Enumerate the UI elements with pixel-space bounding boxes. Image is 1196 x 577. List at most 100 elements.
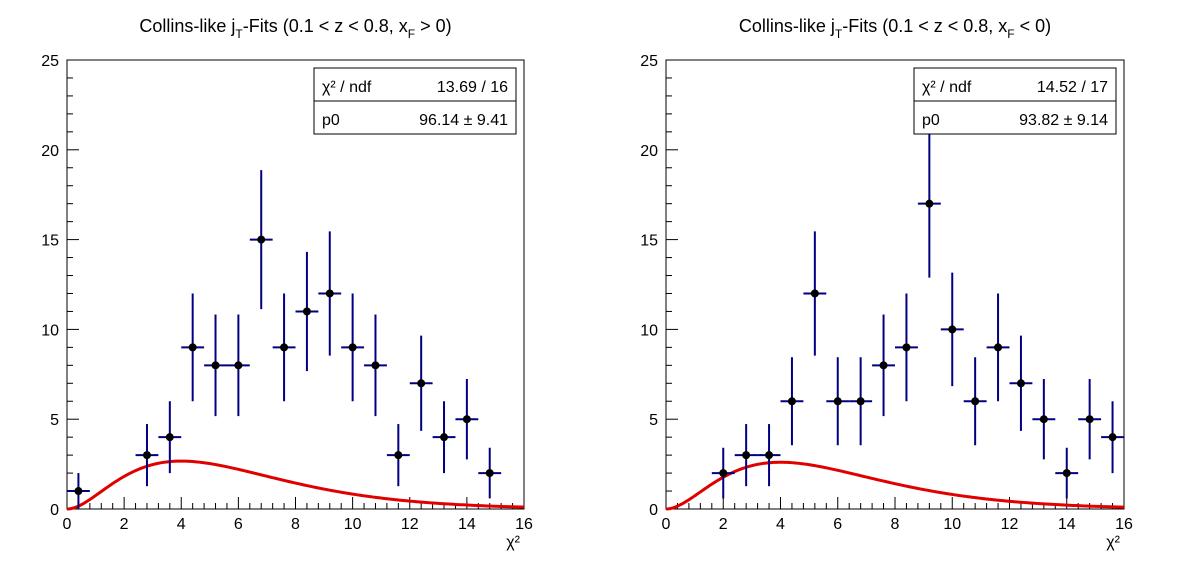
data-point — [295, 251, 319, 372]
data-point — [455, 378, 479, 460]
chart-title: Collins-like jT-Fits (0.1 < z < 0.8, xF … — [139, 16, 451, 41]
data-marker — [325, 289, 334, 298]
stats-chi2-label: χ² / ndf — [922, 79, 972, 96]
y-tick-label: 5 — [649, 412, 658, 429]
y-tick-label: 20 — [640, 143, 658, 160]
y-tick-label: 20 — [41, 143, 59, 160]
data-point — [67, 473, 90, 509]
data-marker — [188, 343, 197, 352]
data-marker — [485, 469, 494, 478]
data-marker — [165, 433, 174, 442]
x-tick-label: 2 — [719, 516, 728, 533]
data-marker — [257, 235, 266, 244]
data-marker — [742, 451, 751, 460]
data-point — [917, 129, 941, 278]
fit-curve — [665, 460, 1125, 511]
y-tick-label: 25 — [640, 53, 658, 70]
chart-title: Collins-like jT-Fits (0.1 < z < 0.8, xF … — [739, 16, 1051, 41]
stats-box: χ² / ndf 13.69 / 16 p0 96.14 ± 9.41 — [313, 67, 517, 135]
data-marker — [74, 487, 83, 496]
stats-p0-value: 96.14 ± 9.41 — [419, 112, 508, 129]
stats-chi2-label: χ² / ndf — [322, 79, 372, 96]
data-point — [1078, 378, 1102, 460]
fit-curve — [66, 459, 525, 511]
stats-box: χ² / ndf 14.52 / 17 p0 93.82 ± 9.14 — [913, 67, 1117, 135]
data-marker — [417, 379, 426, 388]
x-tick-label: 4 — [776, 516, 785, 533]
x-tick-label: 14 — [1058, 516, 1076, 533]
data-point — [318, 231, 342, 356]
data-marker — [787, 397, 796, 406]
x-tick-label: 6 — [833, 516, 842, 533]
y-tick-label: 10 — [640, 322, 658, 339]
x-tick-label: 12 — [1001, 516, 1019, 533]
data-marker — [1039, 415, 1048, 424]
x-tick-label: 10 — [344, 516, 362, 533]
data-point — [386, 424, 410, 487]
chart-panel-1: Collins-like jT-Fits (0.1 < z < 0.8, xF … — [41, 16, 533, 551]
data-point — [1032, 378, 1056, 460]
data-marker — [810, 289, 819, 298]
x-tick-label: 0 — [662, 516, 671, 533]
data-marker — [1062, 469, 1071, 478]
data-point — [803, 231, 827, 356]
data-point — [1009, 335, 1033, 431]
data-point — [895, 293, 918, 402]
data-point — [204, 314, 227, 417]
data-marker — [348, 343, 357, 352]
data-marker — [879, 361, 888, 370]
data-point — [478, 447, 502, 499]
x-tick-label: 0 — [63, 516, 72, 533]
y-tick-label: 15 — [640, 233, 658, 250]
y-tick-label: 0 — [649, 502, 658, 519]
data-marker — [1108, 433, 1117, 442]
data-point — [364, 314, 387, 417]
data-marker — [833, 397, 842, 406]
x-tick-label: 6 — [234, 516, 243, 533]
data-point — [1101, 401, 1124, 474]
data-marker — [371, 361, 380, 370]
stats-chi2-value: 13.69 / 16 — [437, 79, 508, 96]
y-tick-label: 5 — [50, 412, 59, 429]
data-point — [409, 335, 433, 431]
data-point — [181, 293, 205, 402]
x-tick-label: 16 — [1115, 516, 1133, 533]
y-tick-label: 15 — [41, 233, 59, 250]
x-tick-label: 8 — [291, 516, 300, 533]
data-point — [711, 447, 735, 499]
data-marker — [948, 325, 957, 334]
data-marker — [994, 343, 1003, 352]
x-axis-label: χ² — [1106, 534, 1120, 551]
x-tick-label: 8 — [891, 516, 900, 533]
data-point — [249, 170, 273, 310]
data-point — [849, 357, 873, 446]
data-point — [986, 293, 1010, 402]
data-point — [1055, 447, 1079, 499]
data-marker — [719, 469, 728, 478]
data-marker — [462, 415, 471, 424]
x-tick-label: 10 — [943, 516, 961, 533]
data-marker — [142, 451, 151, 460]
data-marker — [302, 307, 311, 316]
data-point — [757, 424, 781, 487]
data-marker — [925, 199, 934, 208]
data-point — [826, 357, 850, 446]
data-point — [940, 272, 964, 387]
data-point — [341, 293, 365, 402]
data-marker — [1085, 415, 1094, 424]
data-marker — [971, 397, 980, 406]
data-marker — [765, 451, 774, 460]
x-tick-label: 4 — [177, 516, 186, 533]
stats-chi2-value: 14.52 / 17 — [1037, 79, 1108, 96]
x-axis-label: χ² — [506, 534, 520, 551]
y-tick-label: 10 — [41, 322, 59, 339]
data-marker — [394, 451, 403, 460]
data-marker — [440, 433, 449, 442]
data-point — [963, 357, 987, 446]
data-marker — [211, 361, 220, 370]
x-tick-label: 14 — [458, 516, 476, 533]
data-point — [135, 424, 159, 487]
data-marker — [902, 343, 911, 352]
